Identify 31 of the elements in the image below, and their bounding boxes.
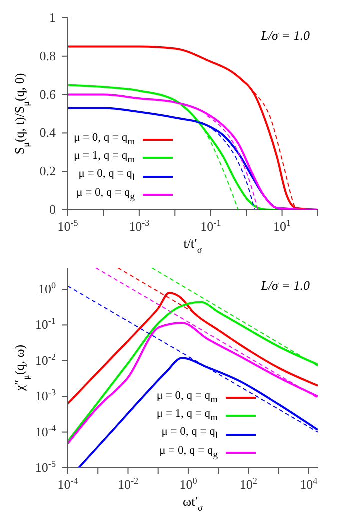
y-tick-label: 10$^{-3}$: [35, 388, 56, 404]
y-tick-label: 10$^{-1}$: [35, 316, 56, 332]
x-tick-label: 10$^{-3}$: [129, 218, 150, 234]
x-tick-label: 10$^{-2}$: [118, 476, 139, 492]
y-tick-label: 10$^{-5}$: [35, 459, 56, 475]
annotation: L/σ = 1.0: [261, 278, 310, 294]
x-axis-title: ωt′$_{σ}$: [183, 494, 204, 513]
legend-label: μ = 0, q = q$_{m}$: [74, 130, 136, 150]
y-tick-label: 0.2: [40, 164, 56, 179]
y-tick-label: 0.6: [40, 86, 56, 102]
legend-label: μ = 0, q = q$_{l}$: [78, 167, 136, 186]
legend-label: μ = 0, q = q$_{g}$: [76, 186, 136, 204]
annotation: L/σ = 1.0: [261, 28, 310, 44]
legend-label: μ = 1, q = q$_{m}$: [156, 407, 218, 426]
legend-label: μ = 1, q = q$_{m}$: [74, 149, 136, 168]
x-tick-label: 10$^{4}$: [300, 476, 318, 492]
legend-label: μ = 0, q = q$_{l}$: [162, 425, 218, 444]
y-tick-label: 0: [50, 202, 56, 217]
x-tick-label: 10$^{0}$: [180, 476, 198, 492]
y-tick-label: 0.8: [40, 48, 56, 64]
x-tick-label: 10$^{2}$: [240, 476, 258, 492]
y-tick-label: 0.4: [40, 125, 56, 140]
y-tick-label: 10$^{-2}$: [35, 352, 56, 368]
x-axis-title: t/t′$_{σ}$: [184, 236, 202, 255]
y-tick-label: 10$^{-4}$: [35, 423, 56, 440]
x-tick-label: 10$^{-1}$: [200, 218, 222, 234]
y-tick-label: 1: [50, 10, 56, 25]
legend-label: μ = 0, q = q$_{m}$: [156, 388, 218, 408]
legend-label: μ = 0, q = q$_{g}$: [160, 444, 218, 462]
x-tick-label: 10$^{1}$: [274, 218, 292, 234]
y-tick-label: 10$^{0}$: [38, 280, 56, 296]
